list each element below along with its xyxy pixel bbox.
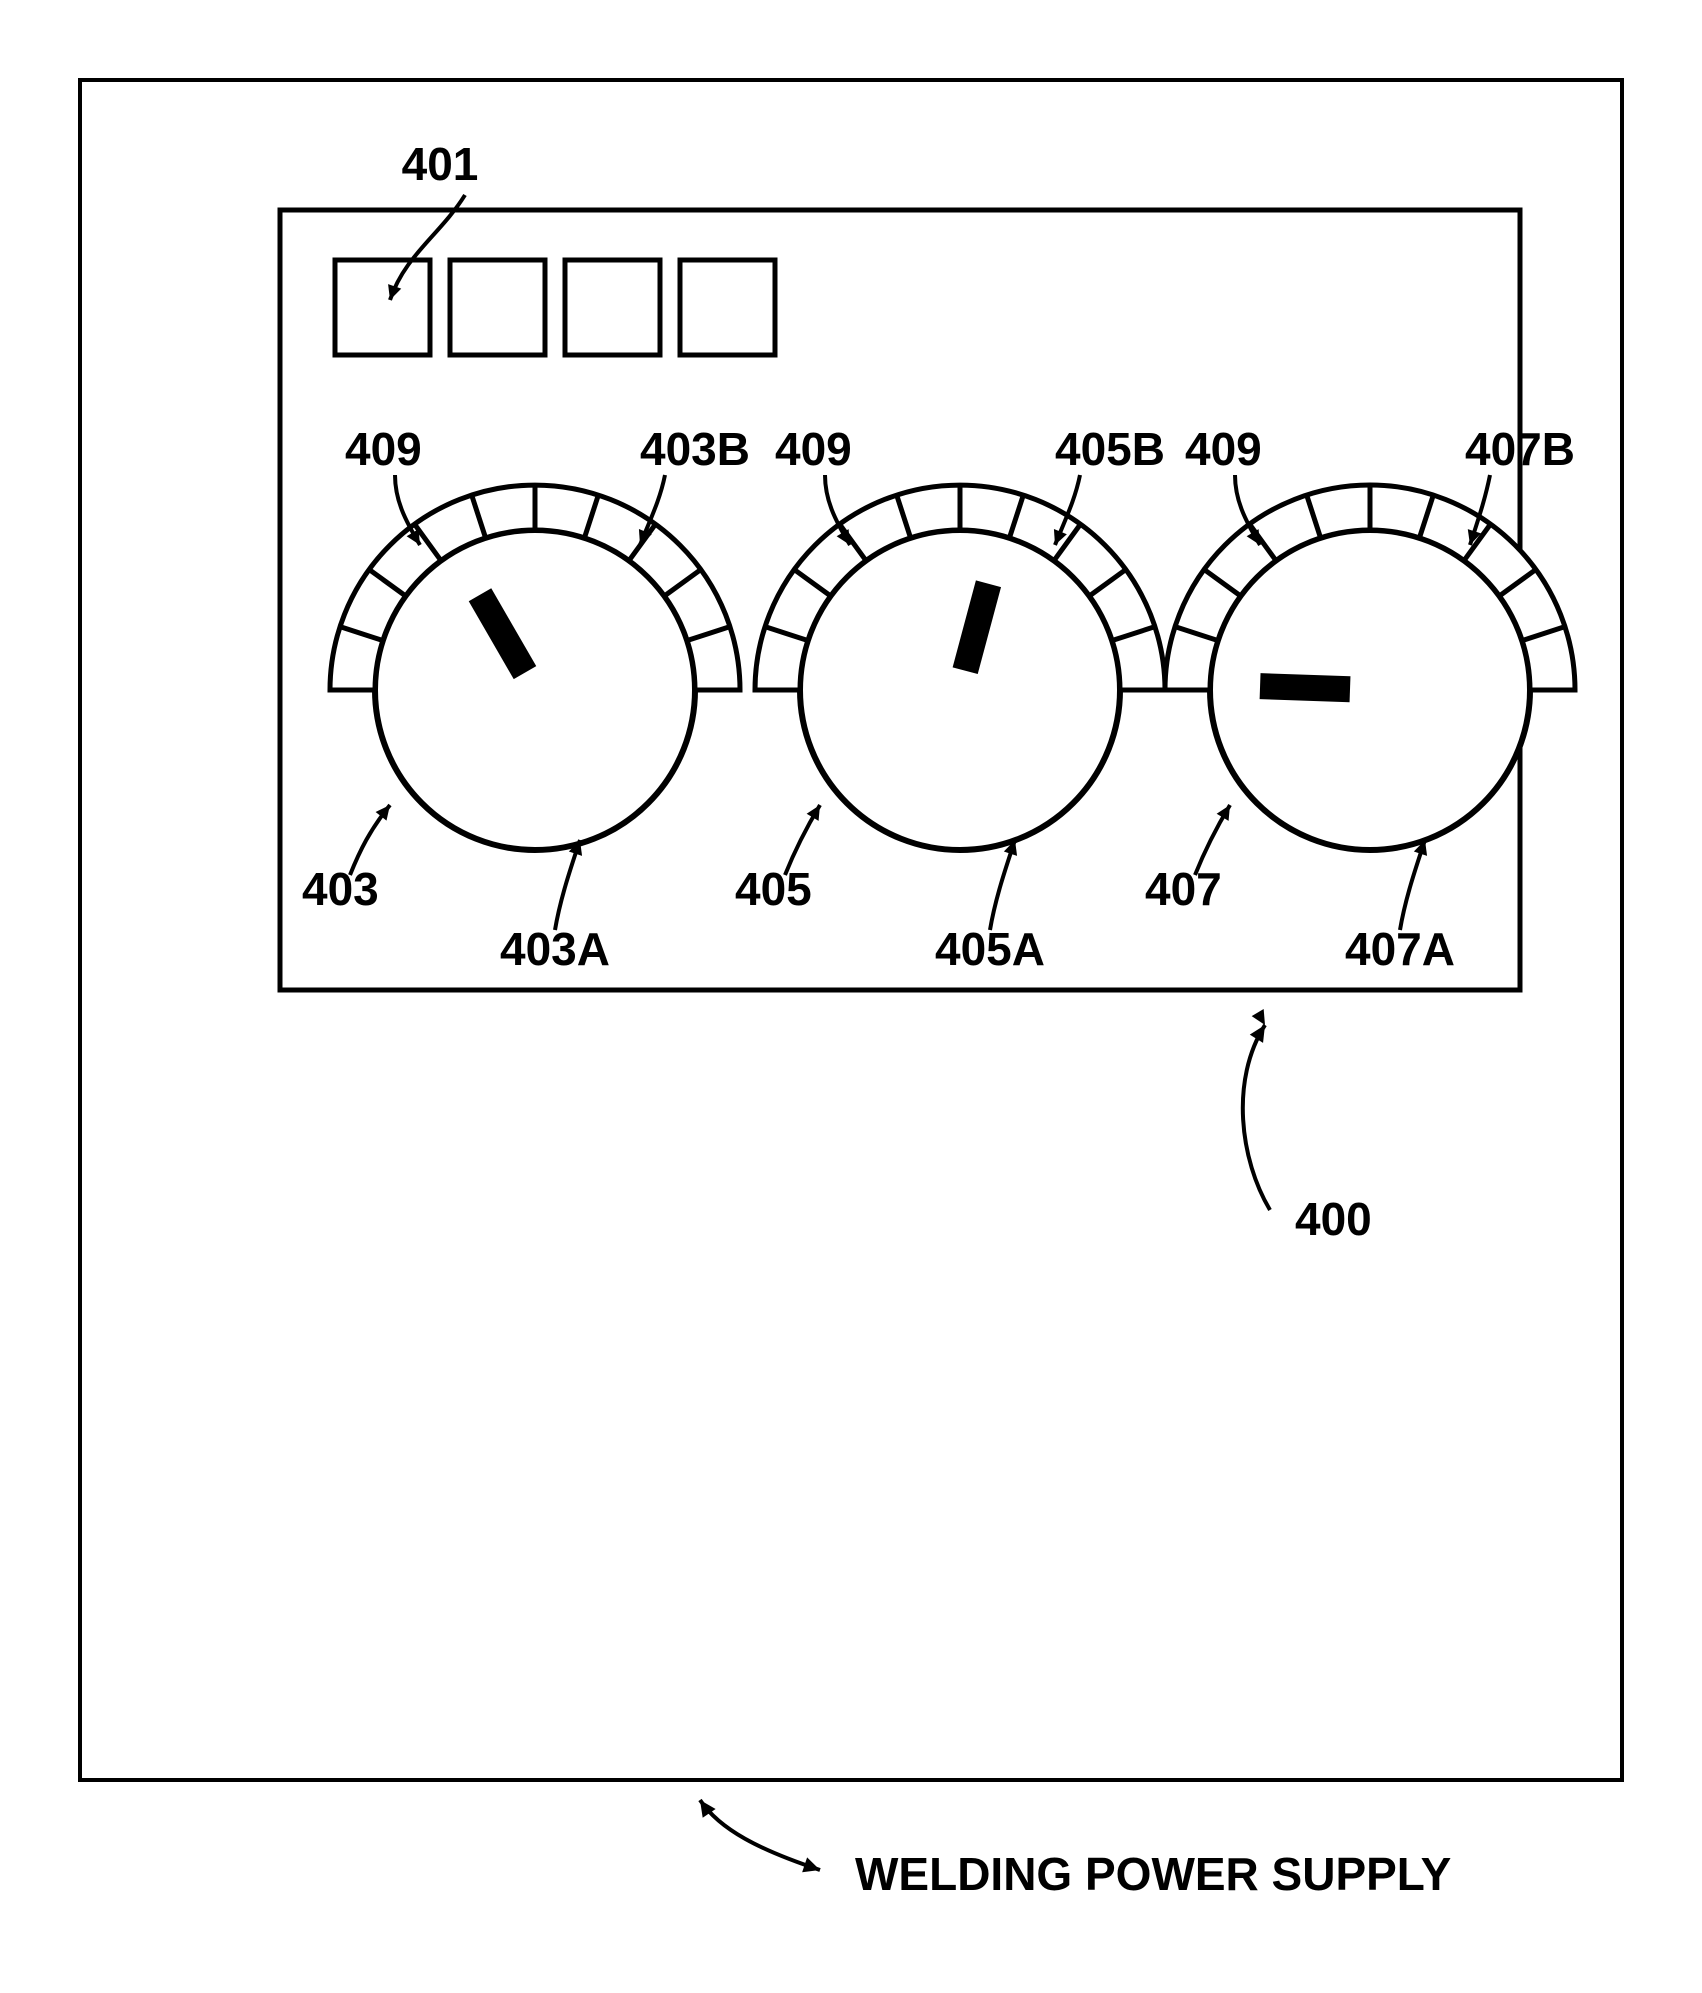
ref-409: 409 (1185, 423, 1262, 475)
ref-405A: 405A (935, 923, 1045, 975)
ref-405: 405 (735, 863, 812, 915)
panel-button-3[interactable] (565, 260, 660, 355)
knob-k2[interactable] (755, 485, 1165, 850)
arrow-head (388, 284, 401, 300)
ref-407B: 407B (1465, 423, 1575, 475)
ref-403A: 403A (500, 923, 610, 975)
panel-button-4[interactable] (680, 260, 775, 355)
arrow-head (802, 1857, 820, 1872)
ref-409: 409 (775, 423, 852, 475)
leader-400 (1243, 1025, 1270, 1210)
ref-407A: 407A (1345, 923, 1455, 975)
panel-button-2[interactable] (450, 260, 545, 355)
ref-407: 407 (1145, 863, 1222, 915)
knob-pointer (1260, 686, 1350, 689)
ref-403B: 403B (640, 423, 750, 475)
knob-k1[interactable] (330, 485, 740, 850)
leader-title (700, 1800, 820, 1870)
knob-k3[interactable] (1165, 485, 1575, 850)
ref-409: 409 (345, 423, 422, 475)
ref-405B: 405B (1055, 423, 1165, 475)
panel-button-1[interactable] (335, 260, 430, 355)
title-welding-power-supply: WELDING POWER SUPPLY (855, 1848, 1451, 1900)
arrow-head (1252, 1009, 1265, 1025)
ref-403: 403 (302, 863, 379, 915)
ref-400: 400 (1295, 1193, 1372, 1245)
ref-401: 401 (402, 138, 479, 190)
